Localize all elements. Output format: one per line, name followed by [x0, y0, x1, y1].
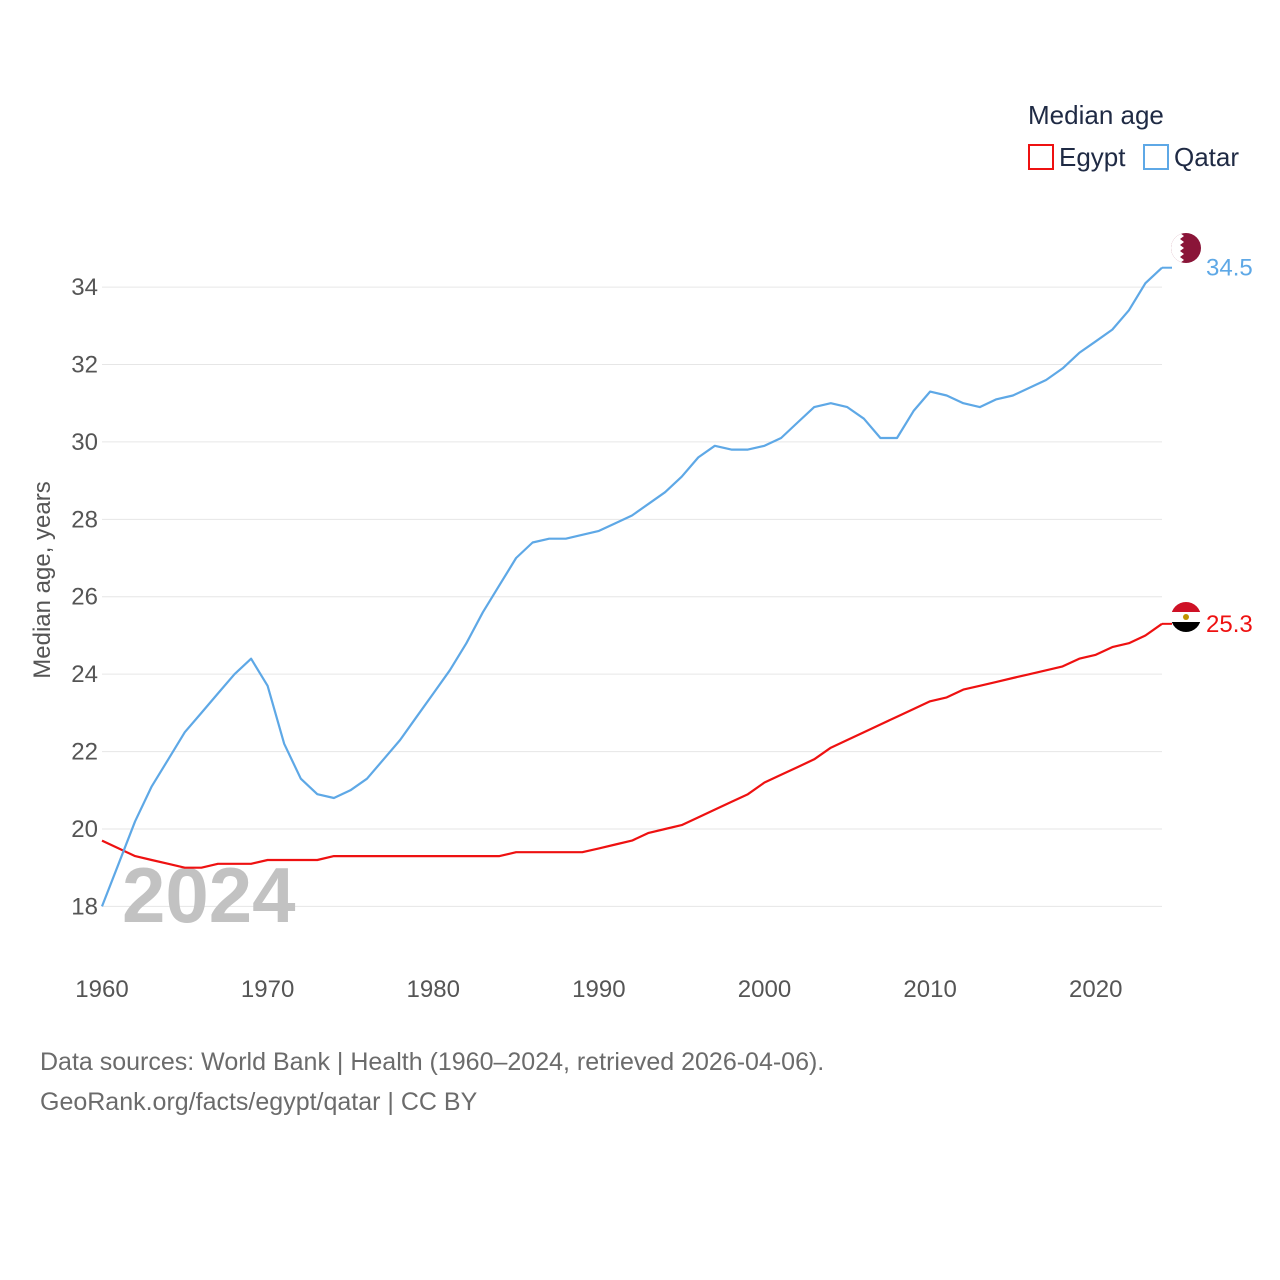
legend-swatch-egypt: [1028, 144, 1054, 170]
x-tick-label: 1960: [75, 976, 128, 1003]
series-lines: [100, 266, 1163, 907]
y-tick-label: 26: [71, 584, 98, 611]
x-tick-label: 2010: [903, 976, 956, 1003]
legend-title: Median age: [1028, 100, 1164, 130]
legend: Median age Egypt Qatar: [1028, 100, 1239, 172]
qatar-flag-icon: [1171, 233, 1201, 263]
y-tick-label: 32: [71, 351, 98, 378]
data-sources-text: Data sources: World Bank | Health (1960–…: [40, 1048, 825, 1076]
egypt-flag-icon: [1171, 602, 1201, 632]
y-tick-label: 34: [71, 274, 98, 301]
y-tick-label: 28: [71, 506, 98, 533]
end-labels: 25.3 34.5: [1162, 255, 1253, 638]
end-value-label-egypt: 25.3: [1206, 611, 1253, 638]
year-watermark: 2024: [122, 851, 296, 939]
x-tick-label: 1970: [241, 976, 294, 1003]
x-tick-label: 1980: [407, 976, 460, 1003]
y-tick-label: 20: [71, 816, 98, 843]
legend-item-egypt[interactable]: Egypt: [1028, 142, 1126, 172]
x-axis-ticks: 1960 1970 1980 1990 2000 2010 2020: [75, 976, 1122, 1003]
footer: Data sources: World Bank | Health (1960–…: [40, 1042, 824, 1122]
y-axis-title: Median age, years: [29, 481, 56, 678]
y-axis-ticks: 18 20 22 24 26 28 30 32 34: [71, 274, 98, 920]
legend-label-egypt: Egypt: [1059, 142, 1126, 172]
attribution-text: GeoRank.org/facts/egypt/qatar | CC BY: [40, 1088, 478, 1116]
y-tick-label: 22: [71, 739, 98, 766]
x-tick-label: 1990: [572, 976, 625, 1003]
end-value-label-qatar: 34.5: [1206, 255, 1253, 282]
series-line-qatar: [100, 266, 1163, 907]
legend-label-qatar: Qatar: [1174, 142, 1239, 172]
y-tick-label: 30: [71, 429, 98, 456]
gridlines: [102, 286, 1162, 907]
x-tick-label: 2000: [738, 976, 791, 1003]
x-tick-label: 2020: [1069, 976, 1122, 1003]
legend-item-qatar[interactable]: Qatar: [1143, 142, 1239, 172]
legend-swatch-qatar: [1143, 144, 1169, 170]
y-tick-label: 18: [71, 893, 98, 920]
series-line-egypt: [101, 622, 1163, 869]
y-tick-label: 24: [71, 661, 98, 688]
